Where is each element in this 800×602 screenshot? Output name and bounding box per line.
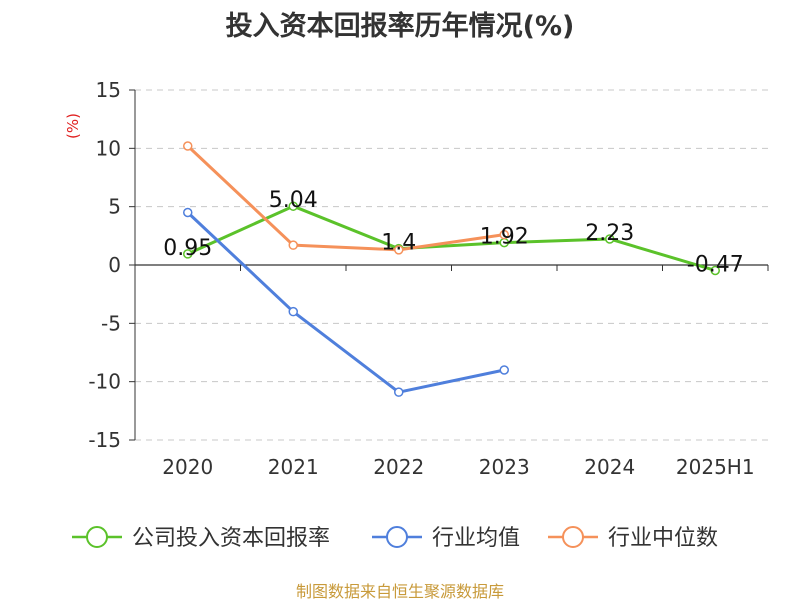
data-point (710, 265, 720, 276)
y-tick-label: 15 (96, 78, 121, 102)
legend-marker (86, 526, 108, 548)
legend-item[interactable]: 行业均值 (372, 526, 520, 551)
x-tick-label: 2024 (584, 455, 635, 479)
series-line (186, 144, 505, 252)
chart-title: 投入资本回报率历年情况(%) (225, 11, 575, 42)
data-labels: 0.95 5.04 1.4 1.92 2.23 -0.47 (163, 188, 743, 277)
y-axis-label: (%) (64, 113, 82, 139)
series-layer (183, 141, 720, 397)
data-label: 1.92 (480, 225, 529, 250)
data-point (183, 249, 193, 259)
data-label: 1.4 (381, 231, 416, 256)
y-tick-label: 5 (108, 195, 121, 219)
x-tick-label: 2025H1 (676, 455, 755, 479)
data-point (394, 387, 404, 397)
x-tick-label: 2023 (479, 455, 530, 479)
data-point (394, 245, 404, 255)
data-point (288, 240, 298, 250)
legend-item[interactable]: 公司投入资本回报率 (72, 526, 330, 551)
data-point (288, 306, 298, 317)
legend-item[interactable]: 行业中位数 (548, 526, 718, 551)
data-point (183, 207, 193, 218)
x-tick-label: 2021 (268, 455, 319, 479)
data-point (288, 201, 298, 211)
y-tick-label: 10 (96, 136, 121, 160)
y-tick-label: -15 (88, 428, 121, 452)
data-point (499, 365, 509, 375)
x-tick-label: 2020 (162, 455, 213, 479)
data-point (605, 234, 615, 244)
series-line (187, 204, 716, 272)
data-label: 5.04 (269, 188, 318, 213)
source-note: 制图数据来自恒生聚源数据库 (295, 582, 504, 601)
axes: 15 10 5 0 -5 -10 -15 (%) 2020 2021 2022 2023 2024 202… (64, 78, 769, 479)
x-tick-label: 2022 (373, 455, 424, 479)
data-label: 2.23 (585, 221, 634, 246)
legend-marker (562, 526, 584, 548)
legend-label: 公司投入资本回报率 (132, 526, 330, 551)
legend[interactable]: 公司投入资本回报率 行业均值 行业中位数 (72, 526, 718, 551)
y-tick-label: -10 (88, 370, 121, 394)
legend-label: 行业中位数 (608, 526, 718, 551)
series-line (186, 211, 505, 394)
y-tick-label: 0 (108, 253, 121, 277)
data-point (499, 229, 509, 240)
data-label: -0.47 (687, 252, 744, 277)
y-tick-label: -5 (101, 311, 121, 335)
data-point (183, 141, 193, 151)
legend-label: 行业均值 (432, 526, 520, 551)
data-label: 0.95 (163, 236, 212, 261)
legend-marker (386, 526, 408, 548)
